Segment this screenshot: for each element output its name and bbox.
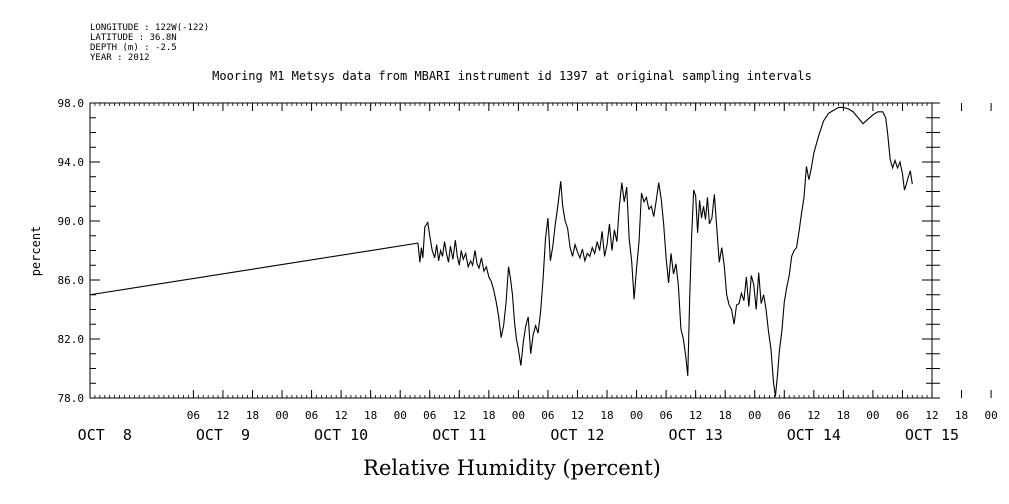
x-tick-label: 00 — [630, 409, 643, 422]
x-day-label: OCT 12 — [550, 426, 604, 444]
minor-ticks — [94, 103, 928, 398]
x-tick-label: 18 — [482, 409, 495, 422]
chart-title: Mooring M1 Metsys data from MBARI instru… — [212, 69, 812, 83]
x-tick-label: 06 — [305, 409, 318, 422]
minor-tick-marks — [94, 103, 928, 398]
meta-year: YEAR : 2012 — [90, 53, 150, 63]
x-tick-label: 12 — [689, 409, 702, 422]
x-tick-label: 12 — [571, 409, 584, 422]
x-tick-label: 00 — [275, 409, 288, 422]
y-tick-label: 90.0 — [58, 215, 85, 228]
x-tick-label: 18 — [246, 409, 259, 422]
y-tick-label: 94.0 — [58, 156, 85, 169]
x-tick-label: 18 — [364, 409, 377, 422]
meta-depth: DEPTH (m) : -2.5 — [90, 43, 177, 53]
x-tick-label: 00 — [748, 409, 761, 422]
x-day-label: OCT 10 — [314, 426, 368, 444]
series-line-relative-humidity — [89, 106, 913, 397]
x-tick-label: 12 — [925, 409, 938, 422]
y-tick-label: 86.0 — [58, 274, 85, 287]
y-tick-label: 82.0 — [58, 333, 85, 346]
x-tick-label: 18 — [955, 409, 968, 422]
metadata-block: LONGITUDE : 122W(-122) LATITUDE : 36.8N … — [90, 23, 209, 63]
x-tick-label: 06 — [187, 409, 200, 422]
x-tick-label: 06 — [778, 409, 791, 422]
y-axis-label: percent — [29, 226, 43, 277]
x-tick-label: 12 — [453, 409, 466, 422]
x-day-label: OCT 15 — [905, 426, 959, 444]
y-tick-label: 78.0 — [58, 392, 85, 405]
x-tick-label: 18 — [719, 409, 732, 422]
x-tick-label: 12 — [216, 409, 229, 422]
x-tick-label: 12 — [807, 409, 820, 422]
x-tick-label: 00 — [512, 409, 525, 422]
x-day-label: OCT 13 — [669, 426, 723, 444]
y-axis: 78.0 82.0 86.0 90.0 94.0 98.0 — [58, 97, 940, 405]
x-axis: 06 12 18 00 06 12 18 00 06 12 18 00 06 12 18 00 06 12 18 00… — [78, 103, 998, 444]
x-tick-label: 06 — [423, 409, 436, 422]
meta-latitude: LATITUDE : 36.8N — [90, 33, 177, 43]
x-axis-label: Relative Humidity (percent) — [363, 456, 661, 480]
x-tick-label: 18 — [837, 409, 850, 422]
x-tick-label: 00 — [394, 409, 407, 422]
x-tick-label: 18 — [600, 409, 613, 422]
x-tick-label: 06 — [659, 409, 672, 422]
x-day-label: OCT 14 — [787, 426, 841, 444]
x-tick-label: 12 — [334, 409, 347, 422]
x-tick-label: 06 — [541, 409, 554, 422]
x-day-label: OCT 9 — [196, 426, 250, 444]
plot-frame — [89, 102, 933, 399]
x-day-label: OCT 11 — [432, 426, 486, 444]
x-day-label: OCT 8 — [78, 426, 132, 444]
x-tick-label: 00 — [866, 409, 879, 422]
y-tick-label: 98.0 — [58, 97, 85, 110]
x-tick-label: 00 — [984, 409, 997, 422]
meta-longitude: LONGITUDE : 122W(-122) — [90, 23, 209, 33]
x-tick-label: 06 — [896, 409, 909, 422]
